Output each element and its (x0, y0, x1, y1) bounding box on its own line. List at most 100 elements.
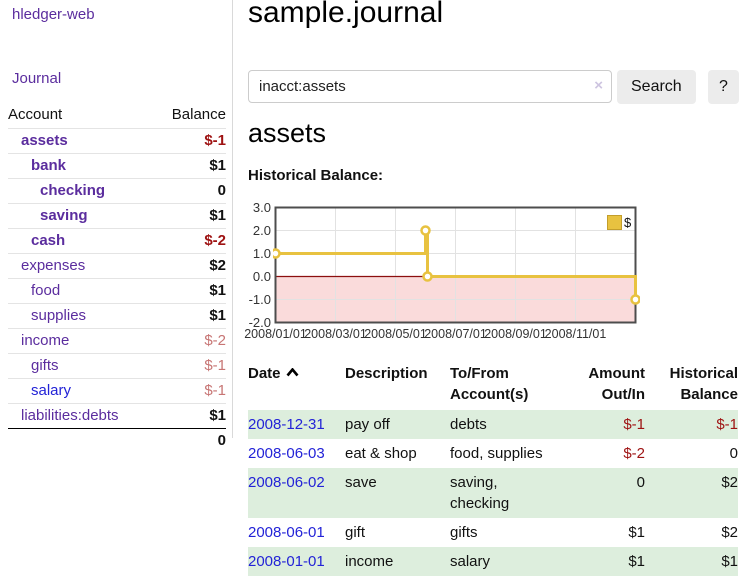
account-row: salary $-1 (8, 378, 226, 403)
search-help-button[interactable]: ? (708, 70, 739, 104)
register-description: pay off (345, 416, 390, 433)
register-balance: 0 (729, 445, 738, 462)
register-amount: $-2 (623, 445, 645, 462)
account-row: cash $-2 (8, 228, 226, 253)
register-date-link[interactable]: 2008-12-31 (248, 416, 325, 433)
y-axis-label: 0.0 (252, 268, 271, 284)
search-button[interactable]: Search (617, 70, 696, 104)
register-header-row: Date Description To/From Account(s) Amou… (248, 360, 738, 410)
register-balance: $-1 (716, 416, 738, 433)
account-row: gifts $-1 (8, 353, 226, 378)
search-box: × (248, 70, 612, 103)
accounts-table: Account Balance assets $-1 bank $1 checking 0… (8, 102, 226, 453)
account-link-saving[interactable]: saving (40, 207, 88, 224)
register-amount: $1 (628, 524, 645, 541)
chart-legend: $ (607, 215, 631, 230)
account-balance: $1 (209, 157, 226, 174)
account-row: liabilities:debts $1 (8, 403, 226, 428)
account-balance: $1 (209, 282, 226, 299)
account-column-header: Account (8, 106, 63, 123)
sort-ascending-icon (286, 367, 299, 377)
legend-swatch-icon (607, 215, 622, 230)
search-input[interactable] (248, 70, 612, 103)
column-header-description: Description (345, 365, 428, 382)
register-balance: $2 (721, 524, 738, 541)
historical-balance-chart: 3.0 2.0 1.0 0.0 -1.0 -2.0 2008/01/01 2008/03/0… (244, 200, 742, 350)
account-link-checking[interactable]: checking (40, 182, 106, 199)
account-row: bank $1 (8, 153, 226, 178)
x-axis-label: 2008/11/01 (544, 327, 607, 341)
account-balance: $-2 (204, 232, 226, 249)
account-balance: 0 (217, 182, 226, 199)
accounts-total-row: 0 (8, 428, 226, 453)
account-balance: $1 (209, 307, 226, 324)
date-header-label: Date (248, 365, 281, 382)
register-amount: $1 (628, 553, 645, 570)
column-header-accounts: To/From Account(s) (450, 365, 529, 403)
x-axis-label: 2008/09/01 (484, 327, 547, 341)
y-axis-label: -2.0 (248, 314, 271, 330)
register-date-link[interactable]: 2008-06-03 (248, 445, 325, 462)
sidebar-item-journal[interactable]: Journal (12, 70, 62, 87)
register-accounts: food, supplies (450, 445, 543, 462)
account-link-expenses[interactable]: expenses (21, 257, 86, 274)
x-axis-label: 2008/01/01 (244, 327, 307, 341)
account-link-assets[interactable]: assets (21, 132, 68, 149)
y-axis-label: 2.0 (252, 222, 271, 238)
legend-label: $ (624, 215, 632, 230)
account-row: checking 0 (8, 178, 226, 203)
account-link-bank[interactable]: bank (31, 157, 67, 174)
account-row: assets $-1 (8, 128, 226, 153)
register-table: Date Description To/From Account(s) Amou… (248, 360, 738, 576)
account-balance: $1 (209, 407, 226, 424)
y-axis-label: 1.0 (252, 245, 271, 261)
account-link-salary[interactable]: salary (31, 382, 72, 399)
account-heading: assets (248, 118, 327, 148)
y-axis-label: 3.0 (252, 199, 271, 215)
register-accounts: saving, checking (450, 474, 510, 512)
column-header-date[interactable]: Date (248, 360, 345, 410)
register-date-link[interactable]: 2008-06-02 (248, 474, 325, 491)
register-description: gift (345, 524, 366, 541)
x-axis-label: 2008/03/01 (304, 327, 367, 341)
clear-search-icon[interactable]: × (594, 77, 603, 94)
register-balance: $1 (721, 553, 738, 570)
register-row: 2008-12-31 pay off debts $-1 $-1 (248, 410, 738, 439)
register-row: 2008-01-01 income salary $1 $1 (248, 547, 738, 576)
register-row: 2008-06-01 gift gifts $1 $2 (248, 518, 738, 547)
page-title: sample.journal (248, 0, 444, 29)
account-link-supplies[interactable]: supplies (31, 307, 87, 324)
account-balance: $-2 (204, 332, 226, 349)
account-balance: $1 (209, 207, 226, 224)
account-row: food $1 (8, 278, 226, 303)
column-header-balance: Historical Balance (669, 365, 738, 403)
sidebar-divider (232, 0, 233, 438)
x-axis-label: 2008/07/01 (424, 327, 487, 341)
accounts-table-header: Account Balance (8, 102, 226, 128)
register-row: 2008-06-03 eat & shop food, supplies $-2 0 (248, 439, 738, 468)
register-date-link[interactable]: 2008-01-01 (248, 553, 325, 570)
account-row: income $-2 (8, 328, 226, 353)
y-axis-label: -1.0 (248, 291, 271, 307)
column-header-amount: Amount Out/In (588, 365, 645, 403)
register-description: save (345, 474, 377, 491)
app-title-link[interactable]: hledger-web (12, 6, 95, 23)
account-balance: $-1 (204, 132, 226, 149)
account-link-food[interactable]: food (31, 282, 61, 299)
account-row: saving $1 (8, 203, 226, 228)
chart-title-label: Historical Balance: (248, 167, 384, 184)
register-description: income (345, 553, 394, 570)
x-axis-label: 2008/05/01 (364, 327, 427, 341)
account-balance: $2 (209, 257, 226, 274)
account-link-liabilities-debts[interactable]: liabilities:debts (21, 407, 119, 424)
account-link-income[interactable]: income (21, 332, 70, 349)
account-link-cash[interactable]: cash (31, 232, 66, 249)
account-balance: $-1 (204, 357, 226, 374)
register-amount: $-1 (623, 416, 645, 433)
account-link-gifts[interactable]: gifts (31, 357, 59, 374)
register-date-link[interactable]: 2008-06-01 (248, 524, 325, 541)
historical-balance-plot (273, 206, 640, 324)
register-accounts: gifts (450, 524, 478, 541)
register-accounts: salary (450, 553, 491, 570)
